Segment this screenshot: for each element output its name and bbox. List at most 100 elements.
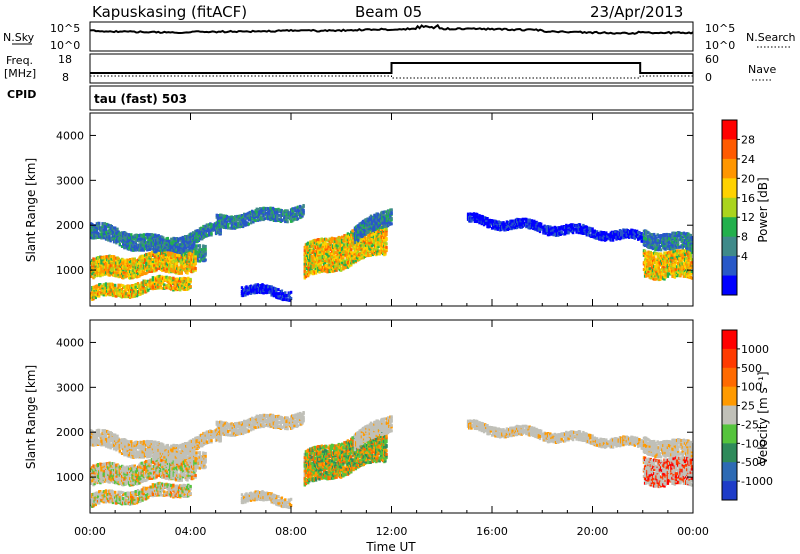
rti-cell: [143, 266, 147, 270]
rti-cell: [263, 217, 266, 221]
rti-cell: [372, 252, 376, 256]
rti-cell: [270, 287, 273, 291]
rti-cell: [153, 263, 156, 267]
rti-cell: [338, 251, 342, 255]
rti-cell: [95, 274, 99, 278]
rti-cell: [180, 240, 183, 244]
rti-cell: [378, 224, 382, 227]
rti-cell: [164, 255, 167, 259]
rti-cell: [128, 242, 132, 246]
rti-cell: [333, 253, 336, 257]
rti-cell: [371, 243, 375, 247]
rti-cell: [344, 263, 347, 267]
rti-cell: [111, 231, 115, 235]
rti-cell: [473, 220, 477, 223]
rti-cell: [152, 233, 156, 237]
rti-cell: [184, 253, 187, 257]
rti-cell: [185, 288, 189, 291]
rti-cell: [101, 273, 104, 277]
rti-cell: [185, 249, 188, 253]
rti-cell: [352, 260, 355, 264]
rti-cell: [136, 246, 140, 250]
rti-cell: [380, 223, 384, 227]
nsearch-tick-low: 10^0: [705, 39, 735, 52]
rti-cell: [208, 228, 211, 232]
rti-cell: [296, 217, 300, 221]
rti-cell: [655, 260, 658, 264]
rti-cell: [283, 218, 286, 222]
rti-cell: [550, 232, 553, 236]
rti-cell: [94, 296, 97, 300]
rti-cell: [132, 269, 135, 272]
rti-cell: [126, 271, 130, 275]
rti-cell: [142, 256, 146, 260]
rti-cell: [314, 240, 318, 244]
rti-cell: [390, 218, 393, 222]
rti-cell: [132, 240, 135, 244]
rti-cell: [188, 283, 191, 286]
rti-cell: [540, 222, 543, 226]
rti-cell: [370, 215, 374, 219]
rti-cell: [370, 219, 374, 223]
rti-cell: [177, 279, 181, 283]
rti-cell: [254, 219, 257, 223]
rti-cell: [146, 270, 149, 274]
rti-cell: [118, 271, 122, 275]
rti-cell: [649, 267, 652, 271]
rti-cell: [103, 229, 107, 233]
rti-cell: [325, 237, 328, 241]
rti-cell: [260, 208, 263, 212]
rti-cell: [103, 224, 107, 227]
rti-cell: [134, 241, 137, 245]
rti-cell: [175, 251, 179, 255]
nsky-tick-low: 10^0: [50, 39, 80, 52]
rti-cell: [314, 253, 318, 257]
rti-cell: [663, 277, 666, 281]
rti-cell: [95, 222, 99, 226]
rti-cell: [503, 222, 506, 226]
rti-cell: [111, 229, 115, 233]
rti-cell: [190, 265, 194, 269]
rti-cell: [184, 277, 188, 281]
rti-cell: [259, 207, 262, 211]
rti-cell: [187, 254, 190, 258]
nave-line: [90, 75, 693, 79]
rti-cell: [163, 254, 166, 257]
rti-cell: [157, 246, 160, 250]
rti-cell: [161, 286, 165, 290]
cpid-value: tau (fast) 503: [94, 92, 187, 106]
rti-cell: [127, 293, 131, 297]
rti-cell: [143, 253, 147, 257]
rti-cell: [631, 228, 634, 232]
rti-cell: [321, 260, 325, 264]
rti-cell: [304, 274, 308, 278]
rti-cell: [381, 250, 385, 254]
rti-cell: [133, 237, 136, 241]
rti-cell: [254, 283, 257, 287]
rti-cell: [118, 287, 121, 291]
rti-cell: [162, 238, 165, 242]
rti-cell: [144, 279, 148, 283]
rti-cell: [177, 241, 180, 245]
rti-cell: [156, 236, 159, 240]
rti-cell: [140, 289, 143, 293]
rti-cell: [386, 217, 390, 221]
rti-cell: [270, 217, 273, 221]
rti-cell: [670, 264, 673, 268]
rti-cell: [135, 236, 139, 240]
rti-cell: [486, 217, 489, 220]
rti-cell: [126, 242, 129, 246]
rti-cell: [165, 267, 169, 271]
rti-cell: [312, 269, 315, 273]
rti-cell: [99, 283, 102, 286]
rti-cell: [159, 286, 163, 290]
rti-cell: [150, 269, 154, 273]
rti-cell: [301, 214, 304, 218]
rti-cell: [650, 270, 654, 274]
rti-cell: [191, 245, 195, 249]
rti-cell: [180, 236, 183, 240]
rti-cell: [95, 293, 99, 297]
rti-cell: [381, 236, 385, 240]
rti-cell: [175, 250, 179, 254]
rti-cell: [312, 261, 315, 265]
